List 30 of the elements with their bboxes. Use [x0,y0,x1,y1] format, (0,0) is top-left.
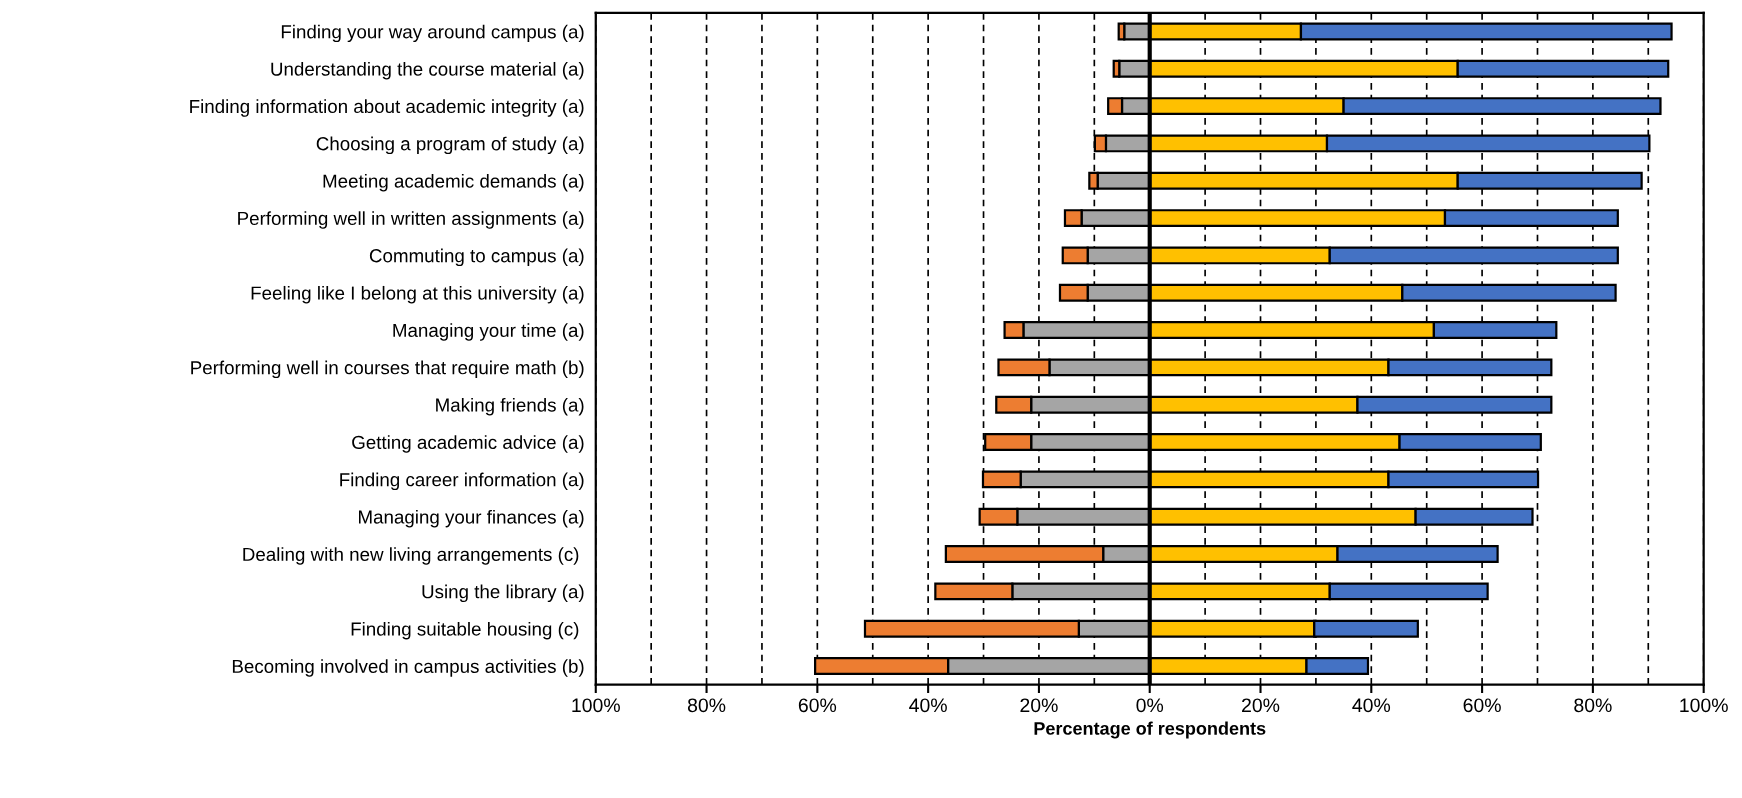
y-tick-label: Managing your time (a) [393,323,584,341]
x-tick-label: 100% [572,698,620,713]
x-tick-label: 60% [1463,698,1501,713]
x-tick-label: 20% [1020,698,1058,713]
y-tick-label: Meeting academic demands (a) [323,173,584,192]
y-tick-label: Finding career information (a) [340,472,584,491]
y-tick-label: Becoming involved in campus activities (b) [232,659,584,677]
y-tick-label: Performing well in courses that require math (b) [191,360,584,379]
x-tick-label: 40% [909,698,947,713]
x-tick-label: 80% [1574,698,1612,713]
y-tick-label: Making friends (a) [436,397,584,416]
y-tick-label: Managing your finances (a) [359,509,584,528]
x-tick-label: 60% [798,698,837,713]
y-tick-label: Understanding the course material (a) [271,61,584,80]
y-tick-label: Choosing a program of study (a) [316,136,584,155]
y-tick-label: Feeling like I belong at this university (a) [251,285,584,304]
y-tick-label: Performing well in written assignments (a) [238,211,584,229]
x-tick-label: 80% [687,698,726,713]
y-tick-label: Getting academic advice (a) [352,435,584,453]
x-tick-label: 0% [1136,698,1164,713]
x-tick-label: 20% [1242,698,1280,713]
y-tick-label: Commuting to campus (a) [369,248,584,267]
y-tick-label: Finding information about academic integrity (a) [190,99,584,117]
x-tick-label: 100% [1680,698,1728,713]
y-tick-label: Finding suitable housing (c) [351,621,579,640]
x-axis-title: Percentage of respondents [1034,721,1266,739]
y-tick-label: Using the library (a) [422,584,584,603]
x-tick-label: 40% [1352,698,1391,713]
y-tick-label: Dealing with new living arrangements (c) [243,547,579,565]
y-tick-label: Finding your way around campus (a) [281,24,584,43]
